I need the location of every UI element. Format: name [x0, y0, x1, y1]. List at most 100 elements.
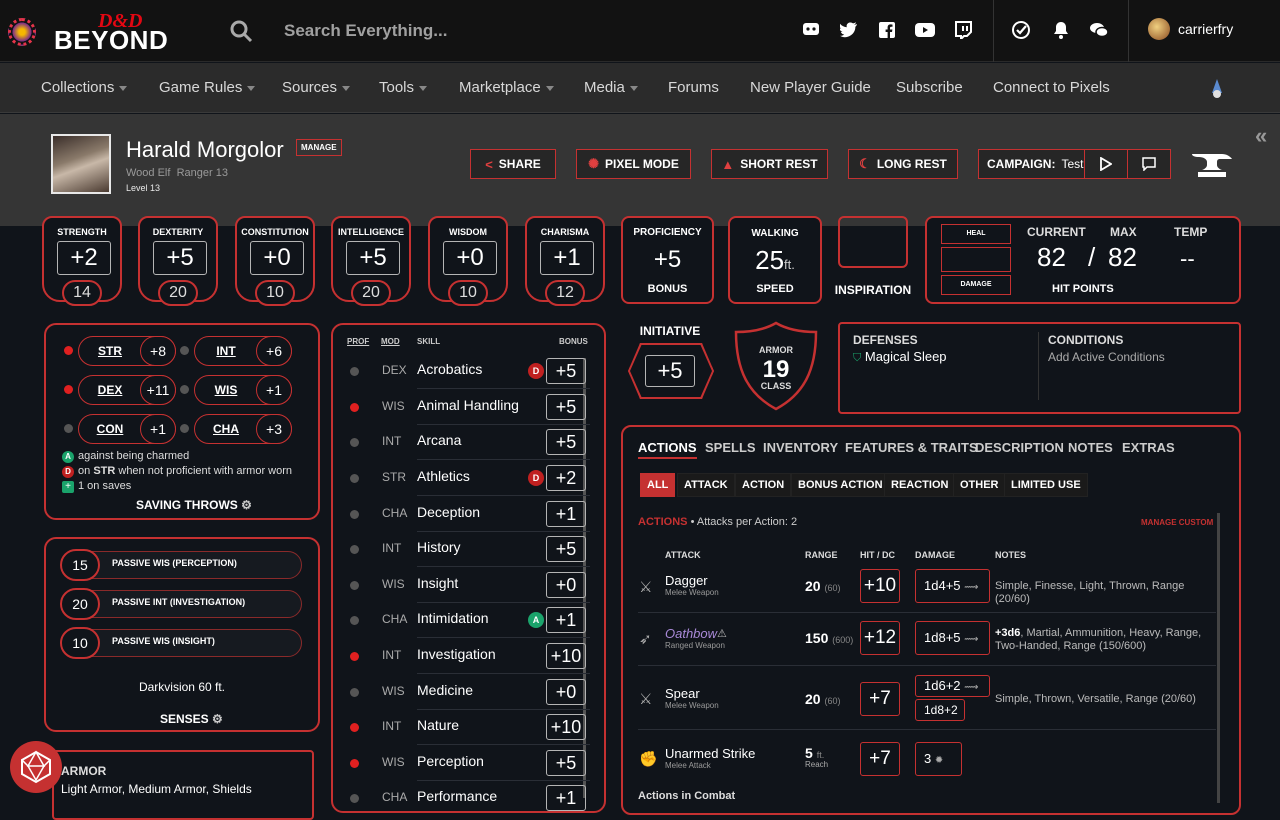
skill-row[interactable]: INT Investigation +10	[340, 638, 590, 674]
add-conditions-link[interactable]: Add Active Conditions	[1048, 350, 1165, 364]
wizard-icon[interactable]	[1206, 77, 1228, 99]
skill-row[interactable]: WIS Medicine +0	[340, 674, 590, 710]
filter-action[interactable]: ACTION	[735, 473, 792, 497]
character-name[interactable]: Harald Morgolor	[126, 137, 284, 162]
tab-actions[interactable]: ACTIONS	[638, 440, 697, 459]
campaign-name[interactable]: Test	[1061, 157, 1084, 171]
attack-hit-button[interactable]: +7	[860, 742, 900, 776]
short-rest-button[interactable]: ▲ SHORT REST	[711, 149, 828, 179]
skill-row[interactable]: INT Nature +10	[340, 709, 590, 745]
campaign-chat-button[interactable]	[1127, 150, 1170, 178]
attack-damage-button[interactable]: 3 ✹	[915, 742, 962, 776]
tab-features-traits[interactable]: FEATURES & TRAITS	[845, 440, 978, 455]
attack-damage-button[interactable]: 1d4+5 ⟿	[915, 569, 990, 603]
dice-settings-icon[interactable]	[1011, 20, 1031, 40]
skill-row[interactable]: INT History +5	[340, 531, 590, 567]
attack-versatile-damage-button[interactable]: 1d8+2	[915, 699, 965, 721]
initiative-value[interactable]: +5	[645, 355, 695, 387]
search-input[interactable]	[284, 18, 684, 44]
youtube-icon[interactable]	[915, 20, 935, 40]
dice-roller-button[interactable]	[10, 741, 62, 793]
nav-media[interactable]: Media	[584, 79, 638, 96]
actions-scrollbar[interactable]	[1217, 513, 1220, 803]
attack-hit-button[interactable]: +10	[860, 569, 900, 603]
nav-new-player-guide[interactable]: New Player Guide	[750, 79, 871, 96]
attack-damage-button[interactable]: 1d8+5 ⟿	[915, 621, 990, 655]
ability-charisma[interactable]: CHARISMA +1 12	[525, 216, 605, 308]
tab-extras[interactable]: EXTRAS	[1122, 440, 1175, 455]
skill-row[interactable]: INT Arcana +5	[340, 424, 590, 460]
discord-icon[interactable]	[801, 20, 821, 40]
nav-tools[interactable]: Tools	[379, 79, 428, 96]
attack-hit-button[interactable]: +12	[860, 621, 900, 655]
save-int[interactable]: INT +6	[180, 336, 296, 366]
save-wis[interactable]: WIS +1	[180, 375, 296, 405]
inspiration-toggle[interactable]	[838, 216, 908, 268]
anvil-icon[interactable]	[1190, 146, 1234, 180]
skill-row[interactable]: CHA Deception +1	[340, 496, 590, 532]
chat-icon[interactable]	[1089, 20, 1109, 40]
skill-row[interactable]: STR Athletics D +2	[340, 460, 590, 496]
pixel-mode-button[interactable]: ✺ PIXEL MODE	[576, 149, 691, 179]
nav-connect-pixels[interactable]: Connect to Pixels	[993, 79, 1110, 96]
tab-spells[interactable]: SPELLS	[705, 440, 756, 455]
attack-hit-button[interactable]: +7	[860, 682, 900, 716]
save-dex[interactable]: DEX +11	[64, 375, 180, 405]
manage-custom-link[interactable]: MANAGE CUSTOM	[1141, 518, 1214, 527]
skill-row[interactable]: WIS Animal Handling +5	[340, 389, 590, 425]
tab-notes[interactable]: NOTES	[1068, 440, 1113, 455]
tab-inventory[interactable]: INVENTORY	[763, 440, 839, 455]
damage-button[interactable]: DAMAGE	[941, 275, 1011, 295]
heal-button[interactable]: HEAL	[941, 224, 1011, 244]
dndbeyond-logo[interactable]: D&D BEYOND	[8, 8, 188, 55]
filter-reaction[interactable]: REACTION	[884, 473, 956, 497]
ability-dexterity[interactable]: DEXTERITY +5 20	[138, 216, 218, 308]
nav-sources[interactable]: Sources	[282, 79, 351, 96]
saving-throws-title[interactable]: SAVING THROWS ⚙	[136, 498, 252, 512]
twitch-icon[interactable]	[953, 20, 973, 40]
nav-subscribe[interactable]: Subscribe	[896, 79, 963, 96]
save-cha[interactable]: CHA +3	[180, 414, 296, 444]
ability-constitution[interactable]: CONSTITUTION +0 10	[235, 216, 315, 308]
ability-wisdom[interactable]: WISDOM +0 10	[428, 216, 508, 308]
defense-item[interactable]: ⛉ Magical Sleep	[853, 349, 947, 365]
nav-marketplace[interactable]: Marketplace	[459, 79, 554, 96]
filter-attack[interactable]: ATTACK	[677, 473, 735, 497]
search-icon[interactable]	[229, 19, 253, 43]
skills-scrollbar[interactable]	[583, 358, 586, 798]
skill-row[interactable]: WIS Perception +5	[340, 745, 590, 781]
twitter-icon[interactable]	[839, 20, 859, 40]
user-menu[interactable]: carrierfry	[1148, 18, 1233, 40]
character-portrait[interactable]	[51, 134, 111, 194]
speed-box[interactable]	[728, 216, 822, 304]
nav-collections[interactable]: Collections	[41, 79, 128, 96]
save-str[interactable]: STR +8	[64, 336, 180, 366]
save-con[interactable]: CON +1	[64, 414, 180, 444]
long-rest-button[interactable]: ☾ LONG REST	[848, 149, 958, 179]
nav-forums[interactable]: Forums	[668, 79, 719, 96]
filter-limited-use[interactable]: LIMITED USE	[1004, 473, 1088, 497]
nav-game-rules[interactable]: Game Rules	[159, 79, 256, 96]
senses-title[interactable]: SENSES ⚙	[160, 712, 223, 726]
skill-row[interactable]: CHA Performance +1	[340, 780, 590, 816]
armor-class-shield-icon[interactable]	[733, 320, 819, 412]
filter-other[interactable]: OTHER	[953, 473, 1006, 497]
skill-row[interactable]: WIS Insight +0	[340, 567, 590, 603]
share-button[interactable]: < SHARE	[470, 149, 556, 179]
skill-row[interactable]: DEX Acrobatics D +5	[340, 353, 590, 389]
filter-bonus-action[interactable]: BONUS ACTION	[791, 473, 890, 497]
attack-damage-button[interactable]: 1d6+2 ⟿	[915, 675, 990, 697]
filter-all[interactable]: ALL	[640, 473, 676, 497]
hp-amount-input[interactable]	[941, 247, 1011, 272]
ability-intelligence[interactable]: INTELLIGENCE +5 20	[331, 216, 411, 308]
campaign-play-button[interactable]	[1084, 150, 1127, 178]
facebook-icon[interactable]	[877, 20, 897, 40]
ability-strength[interactable]: STRENGTH +2 14	[42, 216, 122, 308]
skill-row[interactable]: CHA Intimidation A +1	[340, 602, 590, 638]
hp-current[interactable]: 82	[1037, 242, 1066, 272]
hp-temp[interactable]: --	[1180, 246, 1195, 271]
manage-button[interactable]: MANAGE	[296, 139, 342, 156]
tab-description[interactable]: DESCRIPTION	[975, 440, 1064, 455]
collapse-sidebar-icon[interactable]: «	[1255, 123, 1268, 148]
bell-icon[interactable]	[1051, 20, 1071, 40]
